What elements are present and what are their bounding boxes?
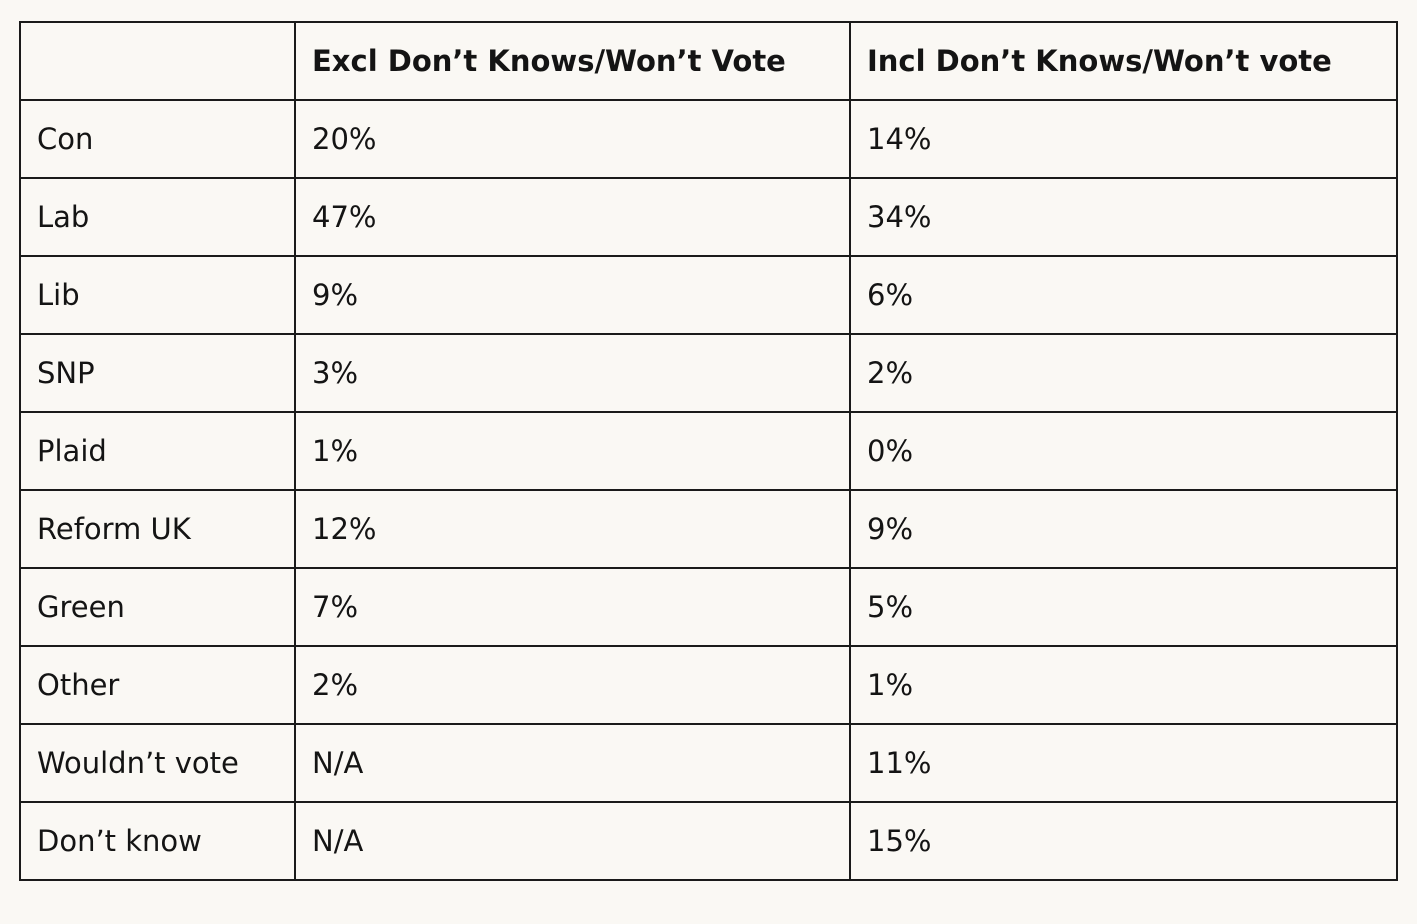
excl-cell: N/A xyxy=(294,801,851,881)
incl-cell: 5% xyxy=(849,567,1398,647)
header-incl: Incl Don’t Knows/Won’t vote xyxy=(849,21,1398,101)
excl-cell: 47% xyxy=(294,177,851,257)
excl-cell: 3% xyxy=(294,333,851,413)
party-cell: Con xyxy=(19,99,296,179)
table-row: Wouldn’t vote N/A 11% xyxy=(19,723,1398,803)
excl-cell: 12% xyxy=(294,489,851,569)
header-party xyxy=(19,21,296,101)
table-row: Don’t know N/A 15% xyxy=(19,801,1398,881)
party-cell: SNP xyxy=(19,333,296,413)
party-cell: Plaid xyxy=(19,411,296,491)
party-cell: Lab xyxy=(19,177,296,257)
table-row: Con 20% 14% xyxy=(19,99,1398,179)
excl-cell: 20% xyxy=(294,99,851,179)
excl-cell: N/A xyxy=(294,723,851,803)
table-row: SNP 3% 2% xyxy=(19,333,1398,413)
party-cell: Reform UK xyxy=(19,489,296,569)
header-excl: Excl Don’t Knows/Won’t Vote xyxy=(294,21,851,101)
poll-results-table: Excl Don’t Knows/Won’t Vote Incl Don’t K… xyxy=(19,21,1398,881)
table-header-row: Excl Don’t Knows/Won’t Vote Incl Don’t K… xyxy=(19,21,1398,101)
incl-cell: 34% xyxy=(849,177,1398,257)
table-row: Reform UK 12% 9% xyxy=(19,489,1398,569)
incl-cell: 0% xyxy=(849,411,1398,491)
party-cell: Green xyxy=(19,567,296,647)
excl-cell: 9% xyxy=(294,255,851,335)
table-row: Green 7% 5% xyxy=(19,567,1398,647)
table-row: Plaid 1% 0% xyxy=(19,411,1398,491)
incl-cell: 2% xyxy=(849,333,1398,413)
poll-table-container: Excl Don’t Knows/Won’t Vote Incl Don’t K… xyxy=(19,21,1398,881)
party-cell: Lib xyxy=(19,255,296,335)
incl-cell: 1% xyxy=(849,645,1398,725)
party-cell: Don’t know xyxy=(19,801,296,881)
incl-cell: 11% xyxy=(849,723,1398,803)
table-row: Lib 9% 6% xyxy=(19,255,1398,335)
excl-cell: 2% xyxy=(294,645,851,725)
table-row: Other 2% 1% xyxy=(19,645,1398,725)
incl-cell: 9% xyxy=(849,489,1398,569)
party-cell: Wouldn’t vote xyxy=(19,723,296,803)
table-row: Lab 47% 34% xyxy=(19,177,1398,257)
excl-cell: 7% xyxy=(294,567,851,647)
incl-cell: 14% xyxy=(849,99,1398,179)
incl-cell: 6% xyxy=(849,255,1398,335)
excl-cell: 1% xyxy=(294,411,851,491)
party-cell: Other xyxy=(19,645,296,725)
incl-cell: 15% xyxy=(849,801,1398,881)
